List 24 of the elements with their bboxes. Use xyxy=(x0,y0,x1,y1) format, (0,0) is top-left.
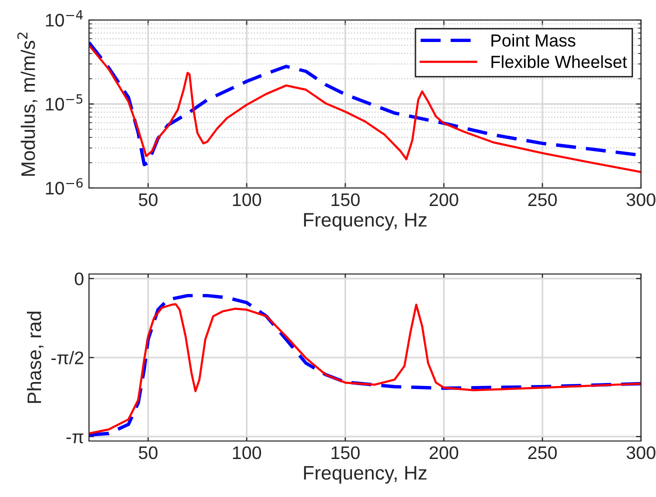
x-tick-label: 100 xyxy=(233,446,262,460)
x-tick-label: 250 xyxy=(528,193,557,206)
x-tick-label: 150 xyxy=(332,446,360,460)
y-tick-label: 10$^{−5}$ xyxy=(46,94,82,111)
y-tick-label: 0 xyxy=(74,272,84,286)
legend-label: Point Mass xyxy=(492,34,576,47)
y-tick-label: -π xyxy=(66,434,84,444)
x-tick-label: 300 xyxy=(626,446,656,460)
y-tick-label: 10$^{−6}$ xyxy=(46,178,83,195)
y-tick-label: 10$^{−4}$ xyxy=(46,10,83,27)
y-axis-title: Modulus, m/m/s$^{2}$ xyxy=(17,32,38,176)
x-axis-title: Frequency, Hz xyxy=(304,213,427,231)
legend-label: Flexible Wheelset xyxy=(492,55,627,68)
x-tick-label: 150 xyxy=(332,193,360,206)
x-tick-label: 50 xyxy=(138,193,158,206)
x-axis-title: Frequency, Hz xyxy=(304,466,427,484)
x-tick-label: 200 xyxy=(430,193,458,206)
x-tick-label: 250 xyxy=(528,446,557,460)
x-tick-label: 300 xyxy=(626,193,656,206)
y-tick-label: -π/2 xyxy=(51,351,84,364)
x-tick-label: 50 xyxy=(138,446,158,460)
x-tick-label: 200 xyxy=(430,446,458,460)
y-axis-title: Phase, rad xyxy=(26,312,44,403)
x-tick-label: 100 xyxy=(233,193,262,206)
